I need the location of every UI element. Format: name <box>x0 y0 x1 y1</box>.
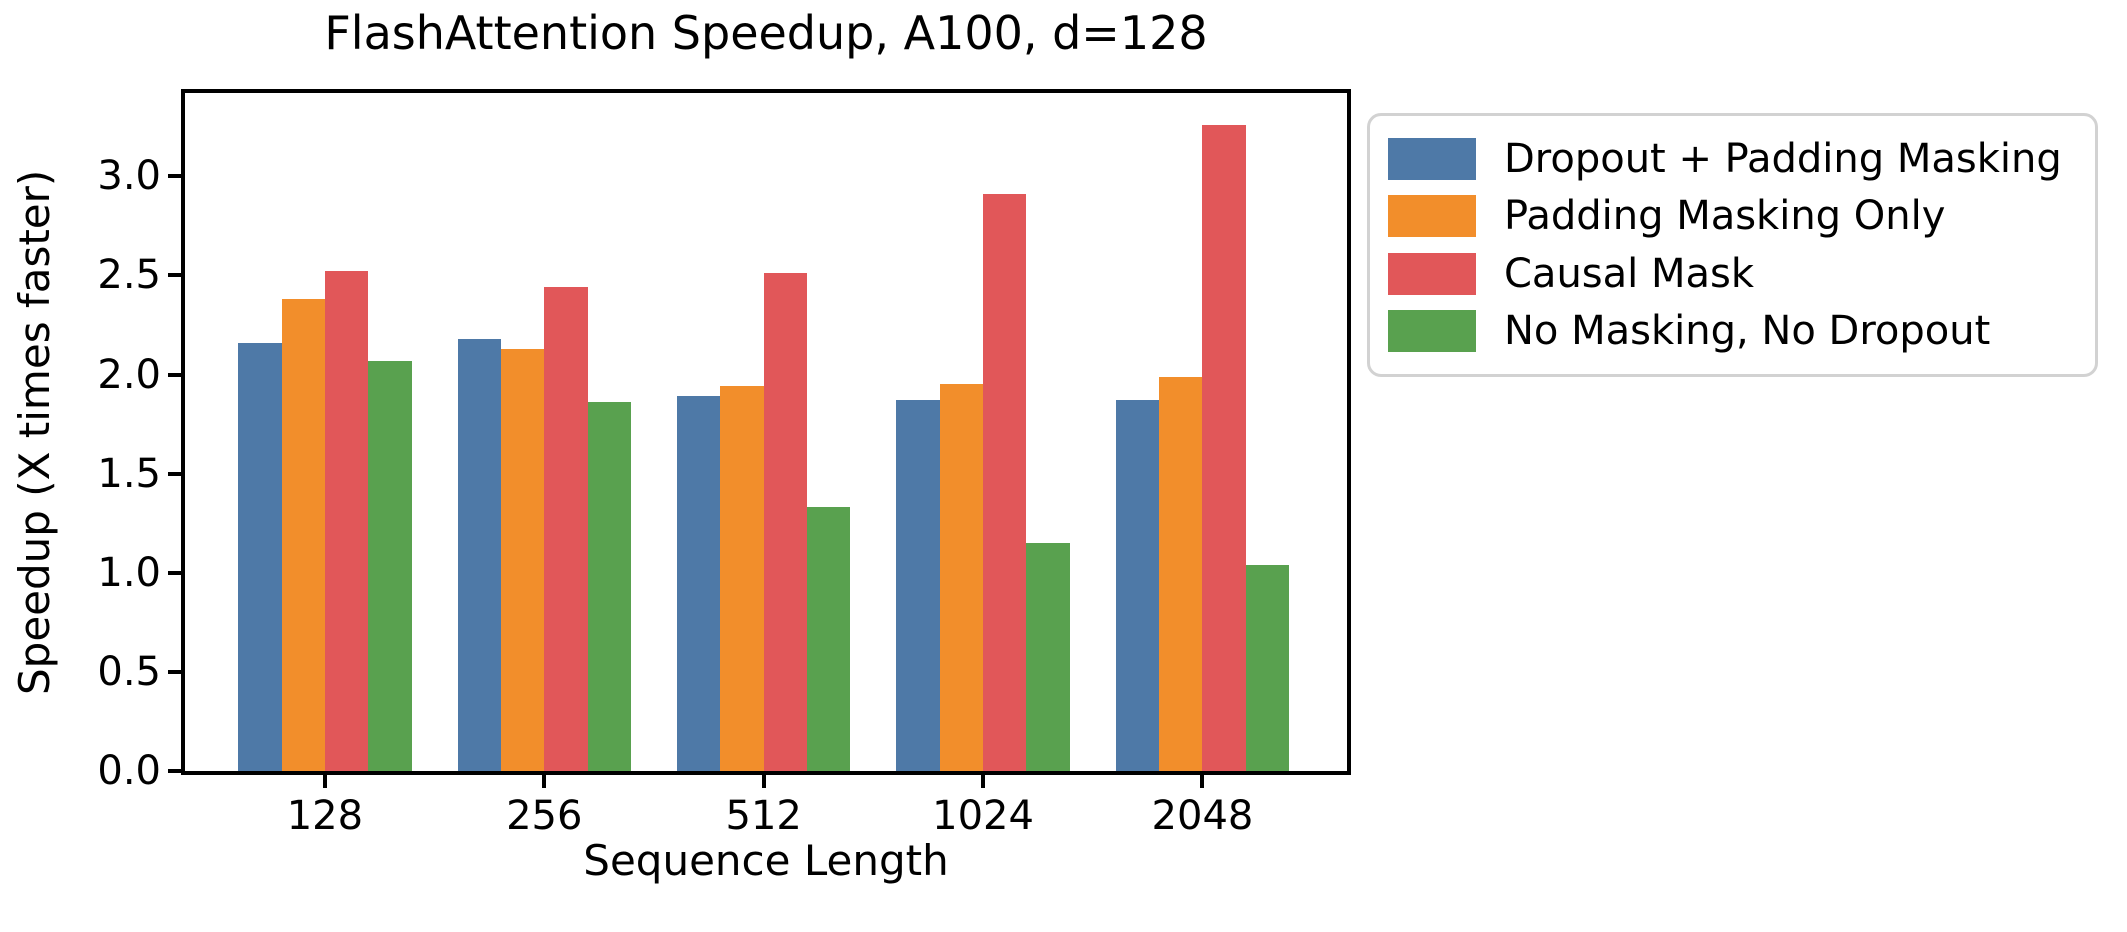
x-tick-mark <box>542 775 547 788</box>
legend-label: Padding Masking Only <box>1504 193 1946 240</box>
x-tick-label: 128 <box>286 793 364 839</box>
bar-padding-masking-only-512 <box>720 386 764 771</box>
legend: Dropout + Padding Masking Padding Masking… <box>1367 113 2098 377</box>
x-tick-mark <box>1200 775 1205 788</box>
y-tick-mark <box>168 273 181 278</box>
legend-swatch <box>1388 137 1476 180</box>
y-tick-mark <box>168 669 181 674</box>
x-tick-label: 2048 <box>1151 793 1254 839</box>
bar-causal-mask-2048 <box>1202 124 1246 771</box>
bar-no-masking-no-dropout-1024 <box>1026 543 1070 771</box>
y-tick-label: 1.5 <box>97 450 161 497</box>
bar-dropout-padding-masking-256 <box>457 338 501 771</box>
bar-no-masking-no-dropout-2048 <box>1245 564 1290 771</box>
bar-no-masking-no-dropout-512 <box>807 507 851 771</box>
bar-causal-mask-512 <box>763 273 807 771</box>
legend-swatch <box>1388 195 1476 238</box>
y-tick-mark <box>168 570 181 575</box>
bar-dropout-padding-masking-1024 <box>896 400 940 771</box>
y-tick-label: 0.0 <box>97 748 161 794</box>
bar-padding-masking-only-128 <box>281 299 325 771</box>
y-tick-mark <box>168 769 181 773</box>
bar-dropout-padding-masking-128 <box>238 342 282 771</box>
bar-causal-mask-1024 <box>983 194 1027 771</box>
legend-item: No Masking, No Dropout <box>1388 308 2077 354</box>
x-tick-label: 1024 <box>932 793 1034 839</box>
y-axis-label: Speedup (X times faster) <box>10 169 59 695</box>
bar-causal-mask-128 <box>324 271 369 771</box>
x-tick-mark <box>322 775 327 788</box>
bar-no-masking-no-dropout-256 <box>587 402 631 771</box>
y-tick-label: 2.0 <box>97 351 161 398</box>
legend-swatch <box>1388 252 1476 295</box>
y-tick-label: 2.5 <box>97 252 161 299</box>
x-axis-label: Sequence Length <box>583 836 949 885</box>
bar-dropout-padding-masking-2048 <box>1115 400 1160 771</box>
legend-item: Causal Mask <box>1388 251 2077 297</box>
y-tick-mark <box>168 372 181 377</box>
y-tick-label: 0.5 <box>97 648 161 695</box>
y-tick-label: 3.0 <box>97 153 161 200</box>
bar-causal-mask-256 <box>544 287 588 771</box>
chart-title: FlashAttention Speedup, A100, d=128 <box>324 6 1208 60</box>
legend-label: Dropout + Padding Masking <box>1504 135 2062 182</box>
x-tick-mark <box>981 775 986 788</box>
bar-padding-masking-only-256 <box>500 348 545 771</box>
legend-item: Padding Masking Only <box>1388 193 2077 239</box>
x-tick-label: 256 <box>506 793 583 839</box>
legend-item: Dropout + Padding Masking <box>1388 136 2077 182</box>
y-tick-mark <box>168 471 181 476</box>
legend-swatch <box>1388 310 1476 353</box>
legend-label: No Masking, No Dropout <box>1504 308 1991 355</box>
y-tick-label: 1.0 <box>97 549 161 596</box>
plot-area: 0.0 0.5 1.0 1.5 2.0 2.5 3.0 128 256 512 1024 2048 <box>97 89 1351 839</box>
x-tick-mark <box>761 775 766 788</box>
bar-no-masking-no-dropout-128 <box>368 360 412 771</box>
x-tick-label: 512 <box>725 793 802 839</box>
bar-dropout-padding-masking-512 <box>676 396 721 771</box>
bar-padding-masking-only-2048 <box>1159 376 1203 771</box>
y-tick-mark <box>168 174 181 179</box>
bar-padding-masking-only-1024 <box>939 384 984 771</box>
legend-label: Causal Mask <box>1504 250 1754 297</box>
